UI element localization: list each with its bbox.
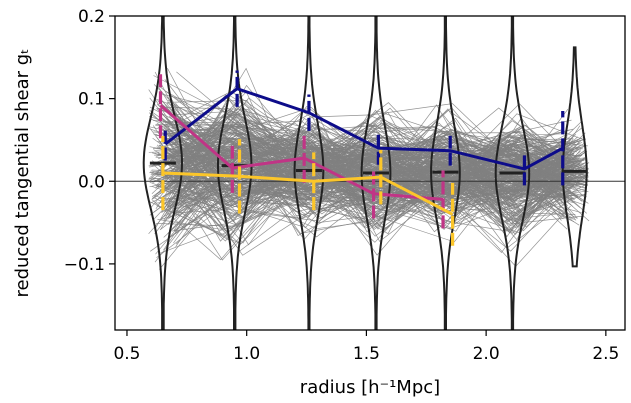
y-axis-label: reduced tangential shear gₜ	[12, 49, 33, 298]
bootstrap-line	[160, 152, 587, 218]
violin	[430, 16, 461, 330]
bootstrap-line	[161, 142, 567, 228]
bootstrap-line	[152, 141, 569, 206]
bootstrap-line	[155, 121, 581, 255]
x-axis-label: radius [h⁻¹Mpc]	[300, 377, 440, 398]
bootstrap-line	[150, 108, 564, 208]
bootstrap-line	[171, 123, 580, 170]
bootstrap-line	[168, 107, 587, 225]
bootstrap-line	[156, 138, 584, 225]
bootstrap-line	[157, 126, 587, 217]
bootstrap-line	[167, 99, 572, 205]
bootstrap-line	[159, 144, 562, 228]
x-tick-label: 1.5	[353, 344, 380, 364]
violin	[360, 16, 392, 330]
bootstrap-line	[167, 68, 576, 228]
bootstrap-line	[153, 131, 589, 200]
bootstrap-line	[154, 103, 566, 241]
bootstrap-line	[167, 96, 565, 205]
bootstrap-line	[159, 114, 562, 222]
x-tick-label: 1.0	[233, 344, 260, 364]
x-tick-label: 2.5	[592, 344, 619, 364]
bootstrap-line	[167, 122, 580, 226]
y-tick-label: −0.1	[64, 255, 105, 275]
violin	[494, 16, 531, 330]
y-axis: −0.1 0.0 0.1 0.2	[64, 7, 115, 275]
violin	[561, 46, 588, 268]
violin	[142, 16, 184, 330]
y-tick-label: 0.0	[78, 172, 105, 192]
series-group	[158, 70, 565, 246]
y-tick-label: 0.1	[78, 90, 105, 110]
bootstrap-line	[164, 130, 587, 236]
plot-frame	[114, 15, 626, 331]
x-tick-label: 0.5	[113, 344, 140, 364]
bootstrap-line	[174, 113, 586, 243]
bootstrap-line	[149, 115, 570, 223]
violin-group	[142, 16, 588, 330]
x-axis: 0.5 1.0 1.5 2.0 2.5	[113, 330, 619, 364]
y-tick-label: 0.2	[78, 7, 105, 27]
violin	[293, 16, 325, 330]
x-tick-label: 2.0	[473, 344, 500, 364]
violin	[217, 16, 253, 330]
bootstrap-line	[156, 162, 575, 227]
